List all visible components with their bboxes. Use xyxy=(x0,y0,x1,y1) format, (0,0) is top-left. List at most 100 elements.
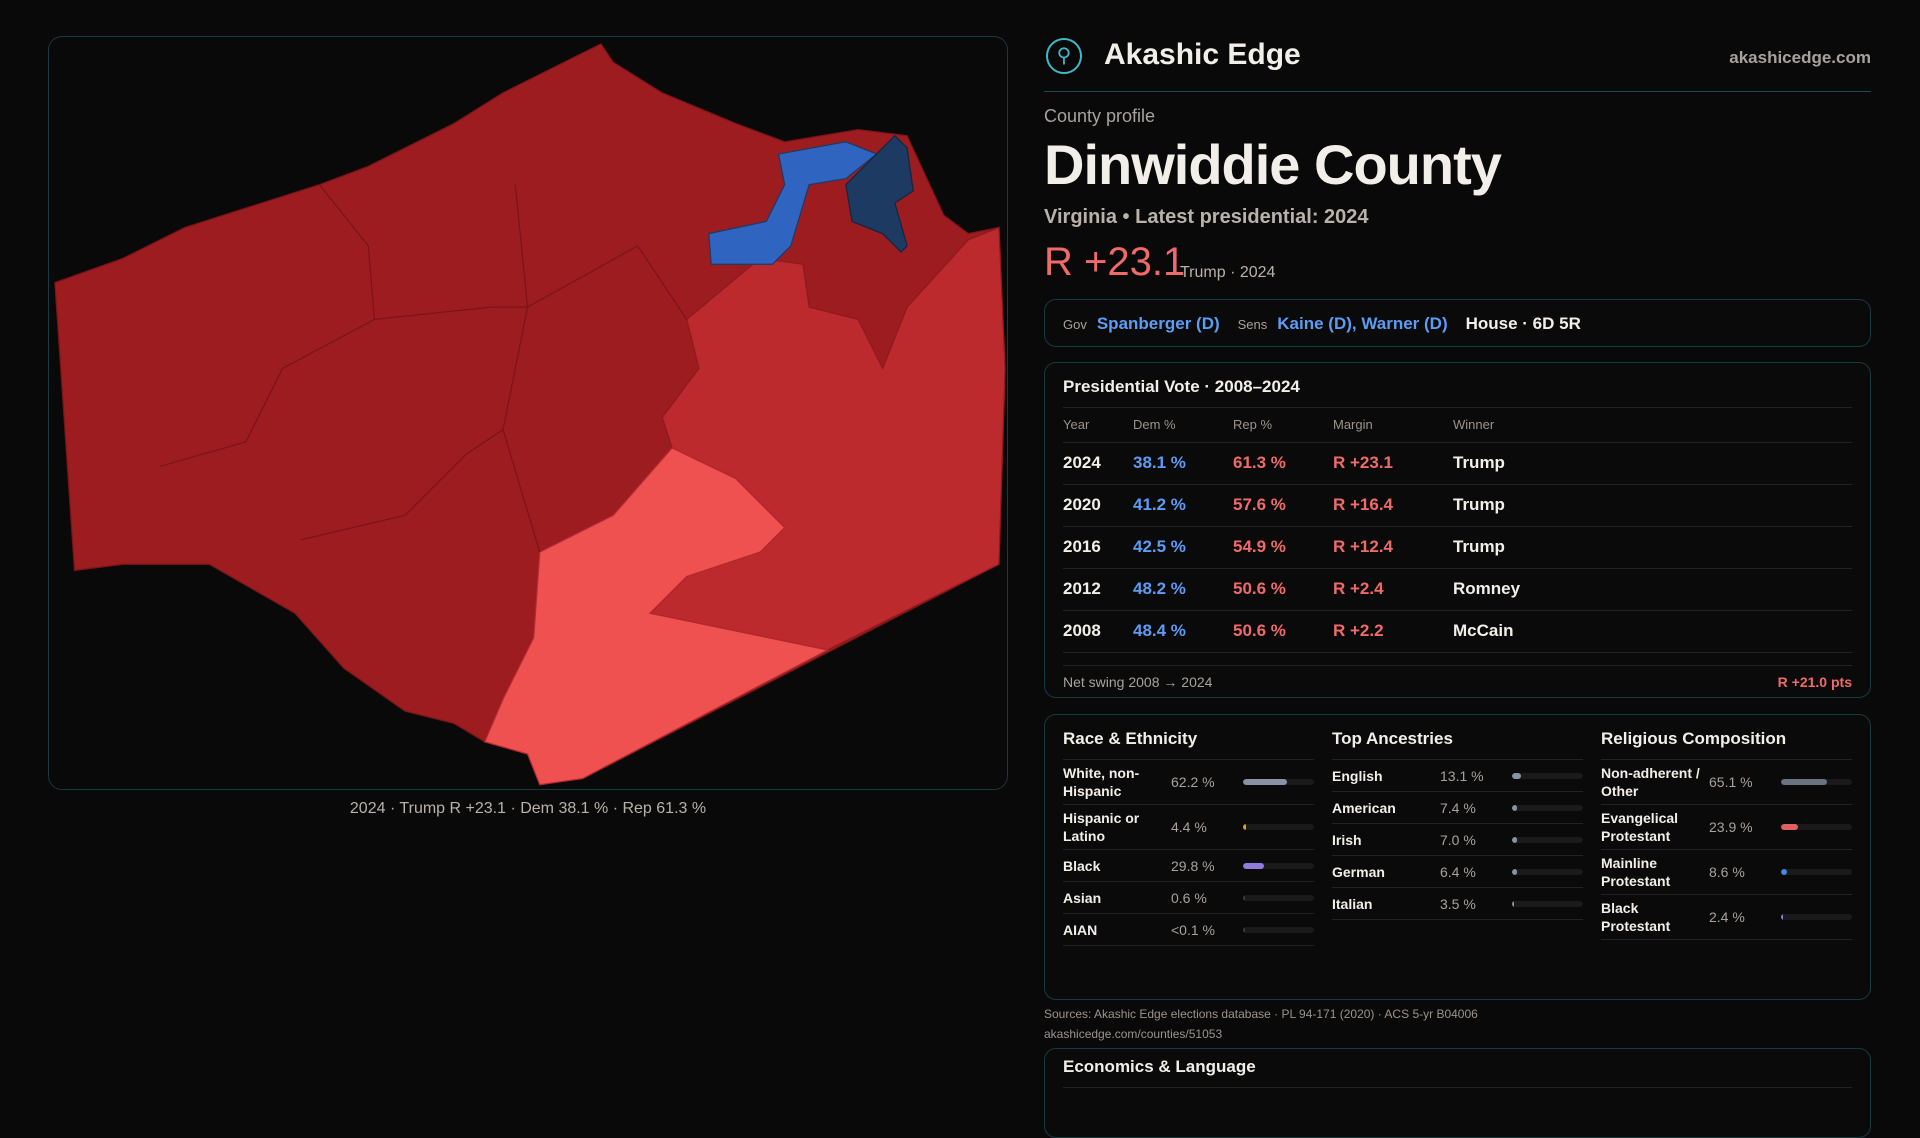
table-row: 2020 41.2 % 57.6 % R +16.4 Trump xyxy=(1063,484,1852,527)
map-boundary-line xyxy=(300,429,504,541)
share-bar-fill xyxy=(1243,824,1247,830)
table-cell: 42.5 % xyxy=(1133,526,1233,569)
list-item: German 6.4 % xyxy=(1332,856,1583,888)
table-cell: R +2.4 xyxy=(1333,568,1453,611)
share-bar-fill xyxy=(1512,868,1517,875)
map-boundary-line xyxy=(160,184,376,467)
item-label: Irish xyxy=(1332,831,1362,848)
table-row: 2012 48.2 % 50.6 % R +2.4 Romney xyxy=(1063,568,1852,611)
item-value: 7.0 % xyxy=(1440,831,1476,848)
item-value: 6.4 % xyxy=(1440,863,1476,880)
table-cell: 61.3 % xyxy=(1233,442,1333,485)
share-bar xyxy=(1512,804,1583,811)
demographic-section: Top Ancestries English 13.1 % American 7.4 %… xyxy=(1332,729,1583,985)
share-bar-fill xyxy=(1243,779,1288,785)
table-cell: 2008 xyxy=(1063,610,1133,653)
table-cell: 2024 xyxy=(1063,442,1133,485)
share-bar-fill xyxy=(1243,862,1265,869)
list-item: American 7.4 % xyxy=(1332,792,1583,824)
share-bar xyxy=(1512,836,1583,843)
table-cell: 57.6 % xyxy=(1233,484,1333,527)
item-value: 29.8 % xyxy=(1171,857,1215,874)
table-cell: R +23.1 xyxy=(1333,442,1453,485)
gov-label: Gov xyxy=(1063,317,1087,332)
compass-figure-icon[interactable]: ⚲ xyxy=(1046,38,1082,74)
net-swing-label: Net swing 2008 → 2024 xyxy=(1063,673,1213,690)
share-bar xyxy=(1781,914,1852,920)
sources: Sources: Akashic Edge elections database… xyxy=(1044,1004,1478,1044)
table-row: 2024 38.1 % 61.3 % R +23.1 Trump xyxy=(1063,442,1852,485)
column-header: Winner xyxy=(1453,408,1852,443)
column-header: Dem % xyxy=(1133,408,1233,443)
item-label: Evangelical Protestant xyxy=(1601,810,1679,844)
item-value: 8.6 % xyxy=(1709,864,1745,880)
table-header-row: Year Dem % Rep % Margin Winner xyxy=(1063,408,1852,443)
item-label: Italian xyxy=(1332,895,1373,912)
officials-card: Gov Spanberger (D) Sens Kaine (D), Warne… xyxy=(1044,299,1871,347)
page-subtitle: Virginia • Latest presidential: 2024 xyxy=(1044,206,1369,228)
governor: Spanberger (D) xyxy=(1096,314,1220,333)
column-header: Rep % xyxy=(1233,408,1333,443)
house-delegation: House · 6D 5R xyxy=(1465,314,1581,333)
share-bar xyxy=(1781,869,1852,875)
map-precinct-darkblue[interactable] xyxy=(845,134,914,253)
item-label: Black Protestant xyxy=(1601,900,1671,934)
share-bar-fill xyxy=(1243,894,1245,901)
map-precinct-blue[interactable] xyxy=(708,141,878,265)
section-title: Top Ancestries xyxy=(1332,729,1583,760)
table-cell: Trump xyxy=(1453,442,1852,485)
economics-title: Economics & Language xyxy=(1063,1057,1852,1088)
sources-text: Sources: Akashic Edge elections database… xyxy=(1044,1007,1478,1021)
presidential-table: Year Dem % Rep % Margin Winner 2024 38.1 % 61.3… xyxy=(1063,408,1852,653)
demographics-card: Race & Ethnicity White, non-Hispanic 62.2 … xyxy=(1044,714,1871,1000)
section-title: Race & Ethnicity xyxy=(1063,729,1314,760)
share-bar xyxy=(1512,868,1583,875)
share-bar xyxy=(1243,926,1314,933)
economics-card: Economics & Language xyxy=(1044,1048,1871,1138)
item-label: English xyxy=(1332,767,1383,784)
table-cell: 48.4 % xyxy=(1133,610,1233,653)
table-cell: 50.6 % xyxy=(1233,568,1333,611)
list-item: Evangelical Protestant 23.9 % xyxy=(1601,805,1852,850)
page-kicker: County profile xyxy=(1044,106,1156,126)
headline-margin: R +23.1 xyxy=(1044,240,1186,284)
list-item: Non-adherent / Other 65.1 % xyxy=(1601,760,1852,805)
table-cell: 2012 xyxy=(1063,568,1133,611)
header: ⚲ Akashic Edge akashicedge.com xyxy=(1044,36,1871,92)
section-title: Religious Composition xyxy=(1601,729,1852,760)
sources-url[interactable]: akashicedge.com/counties/51053 xyxy=(1044,1027,1223,1041)
share-bar-fill xyxy=(1243,926,1245,933)
brand-name[interactable]: Akashic Edge xyxy=(1104,38,1301,71)
map-precinct-light[interactable] xyxy=(483,447,830,786)
item-label: AIAN xyxy=(1063,921,1098,938)
list-item: Hispanic or Latino 4.4 % xyxy=(1063,805,1314,850)
table-cell: McCain xyxy=(1453,610,1852,653)
list-item: Black 29.8 % xyxy=(1063,850,1314,882)
table-cell: Trump xyxy=(1453,526,1852,569)
share-bar xyxy=(1512,772,1583,779)
item-label: Non-adherent / Other xyxy=(1601,765,1700,799)
map-boundary-line xyxy=(502,184,541,553)
item-value: 2.4 % xyxy=(1709,909,1745,925)
site-link[interactable]: akashicedge.com xyxy=(1729,48,1871,67)
table-cell: R +12.4 xyxy=(1333,526,1453,569)
item-label: American xyxy=(1332,799,1396,816)
list-item: AIAN <0.1 % xyxy=(1063,914,1314,946)
table-cell: R +2.2 xyxy=(1333,610,1453,653)
page-title: Dinwiddie County xyxy=(1044,133,1502,196)
share-bar xyxy=(1781,824,1852,830)
share-bar xyxy=(1512,900,1583,907)
item-value: 65.1 % xyxy=(1709,774,1753,790)
senators: Kaine (D), Warner (D) xyxy=(1277,314,1448,333)
table-cell: R +16.4 xyxy=(1333,484,1453,527)
table-row: 2008 48.4 % 50.6 % R +2.2 McCain xyxy=(1063,610,1852,653)
share-bar-fill xyxy=(1512,836,1517,843)
table-cell: 50.6 % xyxy=(1233,610,1333,653)
share-bar xyxy=(1243,894,1314,901)
table-cell: 2020 xyxy=(1063,484,1133,527)
column-header: Year xyxy=(1063,408,1133,443)
county-map[interactable] xyxy=(48,36,1008,790)
table-row: 2016 42.5 % 54.9 % R +12.4 Trump xyxy=(1063,526,1852,569)
share-bar xyxy=(1243,862,1314,869)
net-swing-value: R +21.0 pts xyxy=(1777,673,1852,690)
